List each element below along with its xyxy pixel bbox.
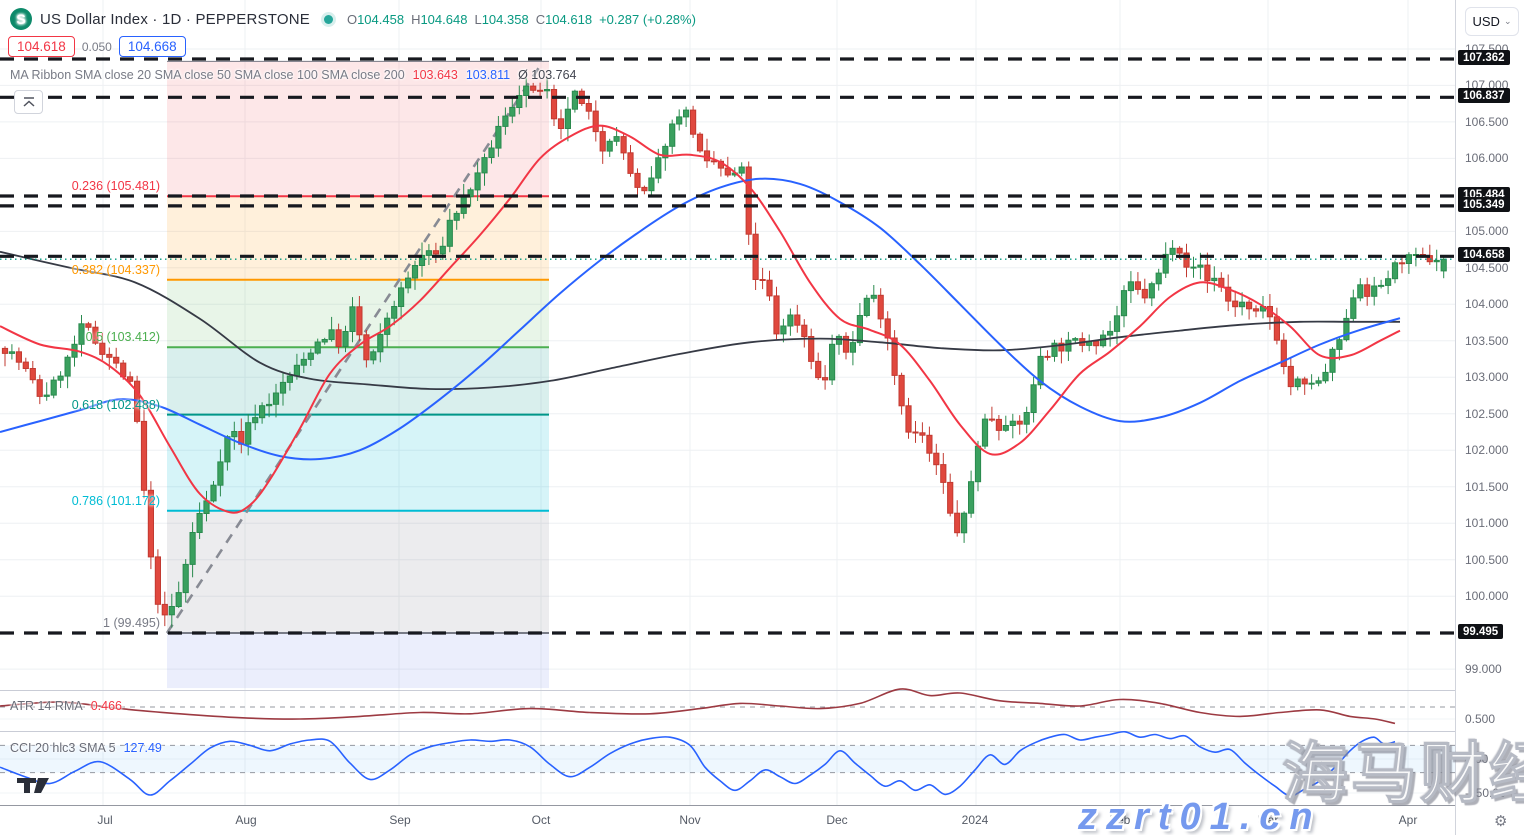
buy-button[interactable]: 104.668	[118, 36, 186, 57]
price-tick-label: 104.000	[1465, 297, 1509, 311]
fib-level-label: 0.382 (104.337)	[71, 263, 160, 277]
ohlc-part: O104.458	[346, 11, 405, 27]
price-tick-label: 106.000	[1465, 151, 1509, 165]
time-tick-label: Sep	[389, 813, 411, 827]
price-tick-label: 101.000	[1465, 516, 1509, 530]
fib-level-label: 0.786 (101.172)	[71, 494, 160, 508]
pane-collapse-button[interactable]	[14, 90, 43, 114]
price-tick-label: 103.000	[1465, 370, 1509, 384]
price-tick-label: 101.500	[1465, 480, 1509, 494]
indicator-tick-label: 0.500	[1465, 712, 1496, 726]
currency-selector-button[interactable]: USD ⌄	[1465, 7, 1519, 36]
ma-ribbon-label: MA Ribbon SMA close 20 SMA close 50 SMA …	[10, 68, 405, 82]
bid-ask-row: 104.618 0.050 104.668	[8, 36, 186, 57]
price-tick-label: 99.000	[1465, 662, 1502, 676]
chevron-down-icon: ⌄	[1503, 16, 1512, 26]
price-line-badge: 104.658	[1458, 247, 1510, 262]
time-tick-label: Aug	[235, 813, 257, 827]
price-axis[interactable]: USD ⌄ ⚙ 107.500 107.000 106.500 106.000 105.…	[1455, 0, 1524, 835]
broker-logo-icon: S	[10, 8, 32, 30]
sell-button[interactable]: 104.618	[8, 36, 75, 57]
atr-legend[interactable]: ATR 14 RMA 0.466	[10, 699, 122, 713]
cci-legend[interactable]: CCI 20 hlc3 SMA 5 127.49	[10, 741, 162, 755]
ma-sma50-value: 103.811	[465, 68, 511, 82]
time-tick-label: Nov	[679, 813, 701, 827]
fib-level-label: 0.5 (103.412)	[85, 330, 160, 344]
ma-sma20-value: 103.643	[412, 68, 458, 82]
price-line-badge: 107.362	[1458, 50, 1510, 65]
time-tick-label: Oct	[531, 813, 551, 827]
indicator-tick-label: -250.00	[1465, 786, 1506, 800]
price-line-badge: 99.495	[1458, 624, 1504, 639]
price-line-badge: 105.349	[1458, 197, 1510, 212]
indicator-tick-label: 0.00	[1465, 752, 1489, 766]
price-tick-label: 100.000	[1465, 589, 1509, 603]
cci-label: CCI 20 hlc3 SMA 5	[10, 741, 116, 755]
fib-level-label: 0.618 (102.488)	[71, 398, 160, 412]
ohlc-part: H104.648	[411, 11, 468, 27]
change-value: +0.287 (+0.28%)	[599, 11, 696, 27]
price-tick-label: 102.000	[1465, 443, 1509, 457]
spread-value: 0.050	[81, 39, 112, 54]
fib-level-label: 1 (99.495)	[103, 616, 160, 630]
time-tick-label: Apr	[1398, 813, 1418, 827]
time-tick-label: Jul	[97, 813, 113, 827]
price-tick-label: 105.000	[1465, 224, 1509, 238]
price-tick-label: 102.500	[1465, 407, 1509, 421]
ohlc-part: C104.618	[535, 11, 593, 27]
price-tick-label: 106.500	[1465, 115, 1509, 129]
ohlc-values: O104.458 H104.648 L104.358 C104.618 +0.287 (…	[347, 12, 696, 27]
price-tick-label: 103.500	[1465, 334, 1509, 348]
currency-label: USD	[1472, 14, 1500, 29]
fib-level-label: 0.236 (105.481)	[71, 179, 160, 193]
time-tick-label: 2024	[961, 813, 989, 827]
time-tick-label: Dec	[826, 813, 848, 827]
tradingview-logo[interactable]	[15, 775, 61, 797]
cci-value: 127.49	[123, 741, 162, 755]
atr-label: ATR 14 RMA	[10, 699, 83, 713]
ma-ribbon-legend[interactable]: MA Ribbon SMA close 20 SMA close 50 SMA …	[10, 68, 577, 82]
time-tick-label: Feb	[1109, 813, 1131, 827]
axis-settings-gear-icon[interactable]: ⚙	[1494, 813, 1508, 830]
symbol-title[interactable]: US Dollar Index · 1D · PEPPERSTONE	[40, 10, 310, 28]
time-tick-label: Mar	[1257, 813, 1279, 827]
symbol-legend[interactable]: S US Dollar Index · 1D · PEPPERSTONE O10…	[10, 6, 696, 32]
chart-canvas[interactable]	[0, 0, 1455, 805]
time-axis[interactable]: Jul Aug Sep Oct Nov Dec 2024 Feb Mar Apr	[0, 805, 1455, 835]
ma-average-value: Ø 103.764	[518, 68, 577, 82]
chevron-up-bar-icon	[22, 97, 35, 107]
price-line-badge: 106.837	[1458, 88, 1510, 103]
ohlc-part: L104.358	[474, 11, 529, 27]
market-status-icon	[323, 14, 333, 24]
atr-value: 0.466	[90, 699, 122, 713]
price-tick-label: 100.500	[1465, 553, 1509, 567]
price-tick-label: 104.500	[1465, 261, 1509, 275]
